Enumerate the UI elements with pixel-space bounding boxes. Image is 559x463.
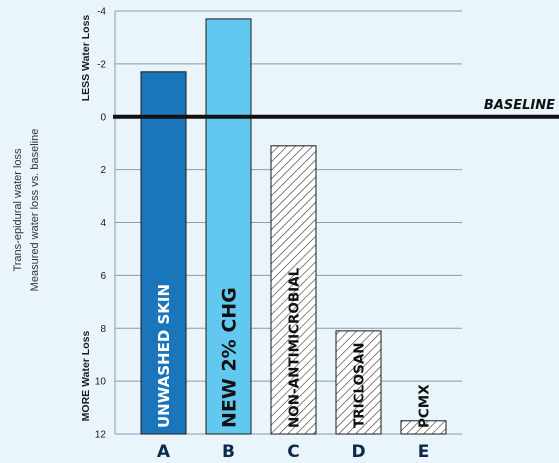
bars: UNWASHED SKIN NEW 2% CHG NON-ANTIMICROBIAL… [140, 18, 447, 435]
y-axis-label-line-1: Trans-epidural water loss [12, 148, 24, 272]
bar-label-c: NON-ANTIMICROBIAL [286, 267, 302, 428]
bar-c [270, 145, 317, 435]
category-label-e: E [418, 442, 430, 462]
y-tick-label: 6 [100, 271, 106, 282]
y-tick-labels: -4 -2 0 2 4 6 8 10 12 [95, 7, 107, 441]
category-labels: A B C D E [157, 442, 429, 462]
y-tick-label: -2 [97, 59, 106, 70]
y-axis-label-line-2: Measured water loss vs. baseline [29, 129, 41, 292]
baseline-label: BASELINE [484, 98, 555, 113]
less-water-loss-label: LESS Water Loss [80, 15, 92, 102]
category-label-c: C [287, 442, 299, 462]
bar-label-b: NEW 2% CHG [218, 287, 240, 428]
bar-d [335, 330, 382, 435]
bar-a [140, 71, 187, 435]
y-tick-label: 10 [95, 377, 107, 388]
y-tick-label: 8 [100, 324, 106, 335]
bar-e [400, 420, 447, 435]
bar-label-a: UNWASHED SKIN [155, 284, 173, 428]
y-tick-label: 2 [100, 165, 106, 176]
category-label-d: D [351, 442, 365, 462]
bar-b [205, 18, 252, 435]
category-label-b: B [222, 442, 235, 462]
bar-label-e: PCMX [416, 384, 432, 428]
category-label-a: A [157, 442, 171, 462]
y-tick-label: 0 [100, 112, 106, 123]
y-tick-label: 4 [100, 218, 106, 229]
more-water-loss-label: MORE Water Loss [80, 331, 92, 422]
y-tick-label: 12 [95, 430, 107, 441]
bar-label-d: TRICLOSAN [351, 342, 367, 428]
y-tick-label: -4 [97, 7, 106, 18]
